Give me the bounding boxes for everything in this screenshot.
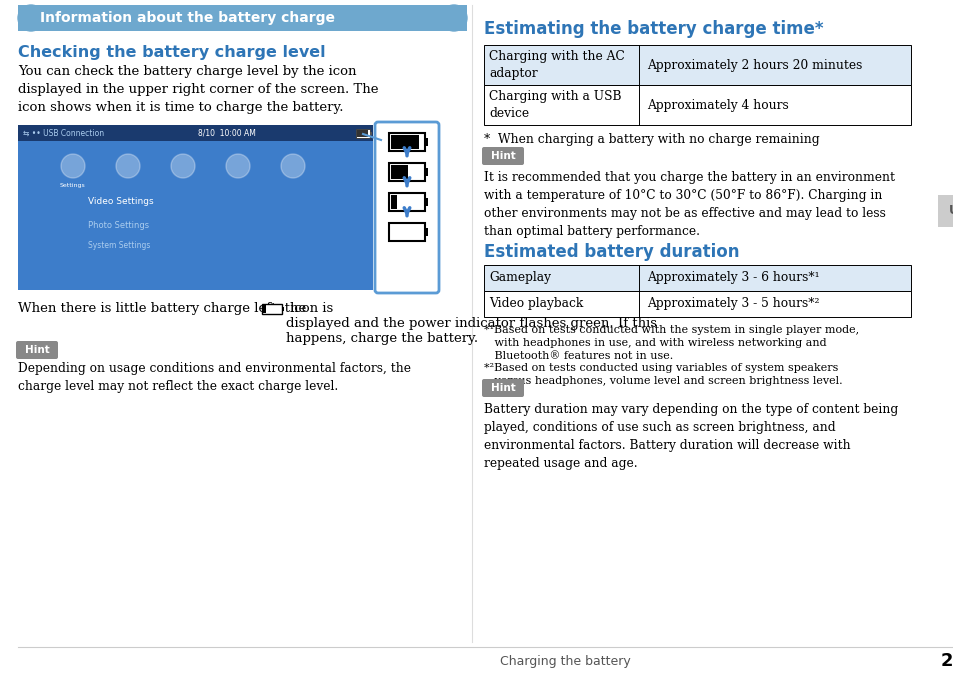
Bar <box>483 265 910 291</box>
Bar <box>424 228 428 236</box>
Text: US: US <box>947 204 953 217</box>
Text: You can check the battery charge level by the icon
displayed in the upper right : You can check the battery charge level b… <box>18 65 378 114</box>
Text: Approximately 2 hours 20 minutes: Approximately 2 hours 20 minutes <box>646 58 862 72</box>
Bar <box>370 132 372 135</box>
Text: It is recommended that you charge the battery in an environment
with a temperatu: It is recommended that you charge the ba… <box>483 171 894 238</box>
Text: Checking the battery charge level: Checking the battery charge level <box>18 45 325 60</box>
Text: Hint: Hint <box>490 383 515 393</box>
Bar <box>356 130 368 137</box>
Text: Charging with a USB
device: Charging with a USB device <box>489 90 620 120</box>
Bar <box>483 45 910 85</box>
Bar <box>355 129 370 138</box>
Circle shape <box>226 154 250 178</box>
Circle shape <box>18 5 44 31</box>
Text: System Settings: System Settings <box>88 242 151 250</box>
FancyBboxPatch shape <box>375 122 438 293</box>
Circle shape <box>116 154 140 178</box>
Circle shape <box>171 154 194 178</box>
Text: Battery duration may vary depending on the type of content being
played, conditi: Battery duration may vary depending on t… <box>483 403 898 470</box>
FancyBboxPatch shape <box>16 341 58 359</box>
Bar <box>424 198 428 206</box>
Bar <box>261 304 281 314</box>
Bar <box>483 291 910 317</box>
Text: Approximately 3 - 5 hours*²: Approximately 3 - 5 hours*² <box>646 297 819 311</box>
Bar <box>389 163 424 181</box>
Text: Estimating the battery charge time*: Estimating the battery charge time* <box>483 20 822 38</box>
FancyBboxPatch shape <box>481 379 523 397</box>
Text: Charging the battery: Charging the battery <box>499 655 630 668</box>
Text: Video playback: Video playback <box>489 297 582 311</box>
Bar <box>18 125 373 141</box>
Bar <box>391 135 418 149</box>
Text: Approximately 4 hours: Approximately 4 hours <box>646 98 788 112</box>
Text: *¹Based on tests conducted with the system in single player mode,
   with headph: *¹Based on tests conducted with the syst… <box>483 325 859 362</box>
Text: *  When charging a battery with no charge remaining: * When charging a battery with no charge… <box>483 133 819 146</box>
Text: When there is little battery charge left, the: When there is little battery charge left… <box>18 302 310 315</box>
Text: icon is
displayed and the power indicator flashes green. If this
happens, charge: icon is displayed and the power indicato… <box>286 302 656 345</box>
Text: Approximately 3 - 6 hours*¹: Approximately 3 - 6 hours*¹ <box>646 271 819 284</box>
Text: Hint: Hint <box>490 151 515 161</box>
Text: Video Settings: Video Settings <box>88 196 153 206</box>
Bar <box>18 5 467 31</box>
Bar <box>262 305 266 313</box>
Text: Preparation: Preparation <box>949 351 953 443</box>
Text: ⇆ •• USB Connection: ⇆ •• USB Connection <box>23 129 104 137</box>
Bar <box>391 165 408 179</box>
Text: Photo Settings: Photo Settings <box>88 221 149 230</box>
Text: Information about the battery charge: Information about the battery charge <box>40 11 335 25</box>
Bar <box>424 138 428 146</box>
Text: Gameplay: Gameplay <box>489 271 551 284</box>
Text: Hint: Hint <box>25 345 50 355</box>
Text: 8/10  10:00 AM: 8/10 10:00 AM <box>198 129 255 137</box>
Bar <box>937 195 953 227</box>
Bar <box>424 168 428 176</box>
Bar <box>389 133 424 151</box>
Circle shape <box>281 154 305 178</box>
FancyBboxPatch shape <box>481 147 523 165</box>
Bar <box>18 125 373 290</box>
Text: 21: 21 <box>940 652 953 670</box>
Circle shape <box>440 5 467 31</box>
Text: Settings: Settings <box>60 183 86 188</box>
Bar <box>281 307 283 311</box>
Bar <box>391 195 396 209</box>
Text: *²Based on tests conducted using variables of system speakers
   versus headphon: *²Based on tests conducted using variabl… <box>483 363 841 386</box>
Text: Depending on usage conditions and environmental factors, the
charge level may no: Depending on usage conditions and enviro… <box>18 362 411 393</box>
Bar <box>389 193 424 211</box>
Circle shape <box>61 154 85 178</box>
Bar <box>389 223 424 241</box>
Text: Estimated battery duration: Estimated battery duration <box>483 243 739 261</box>
Bar <box>483 85 910 125</box>
Text: Charging with the AC
adaptor: Charging with the AC adaptor <box>489 50 624 80</box>
